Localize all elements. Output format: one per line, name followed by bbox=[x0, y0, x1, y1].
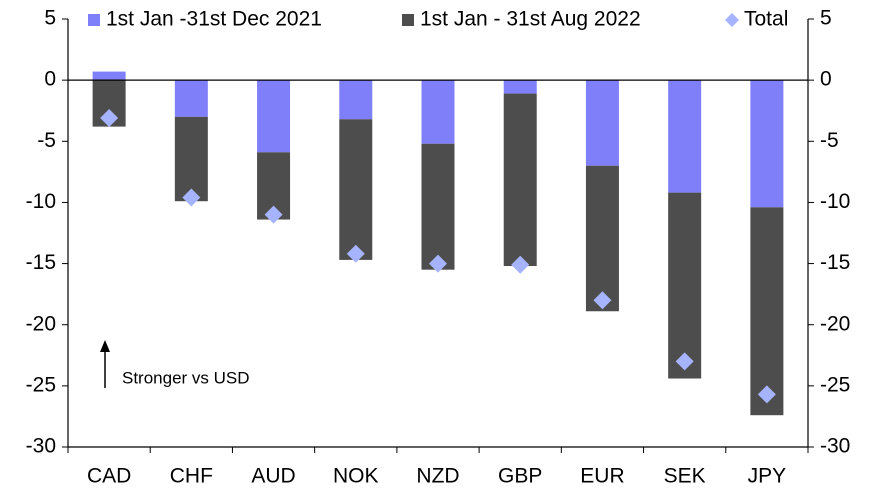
y2-tick-label: -20 bbox=[820, 312, 850, 335]
bar bbox=[668, 192, 702, 379]
y-tick-label: 5 bbox=[44, 7, 56, 30]
bar bbox=[668, 80, 702, 193]
total-marker bbox=[675, 352, 694, 371]
legend-label: 1st Jan -31st Dec 2021 bbox=[106, 8, 322, 31]
y-tick-label: -20 bbox=[26, 312, 56, 335]
total-marker bbox=[100, 109, 119, 128]
bar bbox=[585, 165, 619, 312]
y2-tick-label: 0 bbox=[820, 68, 832, 91]
bar bbox=[750, 80, 784, 208]
legend-label: Total bbox=[744, 8, 788, 31]
total-marker bbox=[346, 244, 365, 263]
y-tick-label: -5 bbox=[37, 129, 56, 152]
bar bbox=[174, 116, 208, 202]
bar bbox=[92, 71, 126, 81]
x-tick-label: AUD bbox=[251, 465, 295, 488]
bar bbox=[585, 80, 619, 166]
bar bbox=[503, 93, 537, 267]
y-tick-label: 0 bbox=[44, 68, 56, 91]
bar bbox=[339, 119, 373, 260]
legend-label: 1st Jan - 31st Aug 2022 bbox=[420, 8, 641, 31]
total-marker bbox=[593, 291, 612, 310]
y2-tick-label: -15 bbox=[820, 251, 850, 274]
y2-tick-label: -30 bbox=[820, 435, 850, 458]
total-marker bbox=[757, 385, 776, 404]
x-tick-label: GBP bbox=[498, 465, 542, 488]
y2-tick-label: -5 bbox=[820, 129, 839, 152]
total-marker bbox=[429, 254, 447, 273]
bar bbox=[339, 80, 373, 120]
legend-swatch bbox=[725, 13, 739, 27]
y2-tick-label: 5 bbox=[820, 7, 832, 30]
bar bbox=[421, 143, 455, 270]
bar bbox=[174, 80, 208, 117]
total-marker bbox=[511, 255, 530, 274]
total-marker bbox=[182, 188, 201, 207]
x-tick-label: NZD bbox=[416, 465, 459, 488]
y2-tick-label: -10 bbox=[820, 190, 850, 213]
x-tick-label: JPY bbox=[748, 465, 787, 488]
annotation-arrowhead bbox=[100, 340, 110, 352]
legend-swatch bbox=[402, 14, 414, 26]
y2-tick-label: -25 bbox=[820, 373, 850, 396]
y-tick-label: -30 bbox=[26, 435, 56, 458]
y-tick-label: -15 bbox=[26, 251, 56, 274]
total-marker bbox=[264, 205, 283, 224]
legend-swatch bbox=[88, 14, 100, 26]
x-tick-label: CAD bbox=[87, 465, 131, 488]
x-tick-label: EUR bbox=[580, 465, 624, 488]
bar bbox=[421, 80, 455, 144]
bar bbox=[750, 207, 784, 416]
annotation: Stronger vs USD bbox=[122, 368, 250, 387]
bar bbox=[257, 80, 291, 153]
x-tick-label: CHF bbox=[170, 465, 213, 488]
y-tick-label: -10 bbox=[26, 190, 56, 213]
x-tick-label: NOK bbox=[333, 465, 379, 488]
x-tick-label: SEK bbox=[664, 465, 706, 488]
bar bbox=[503, 80, 537, 94]
y-tick-label: -25 bbox=[26, 373, 56, 396]
